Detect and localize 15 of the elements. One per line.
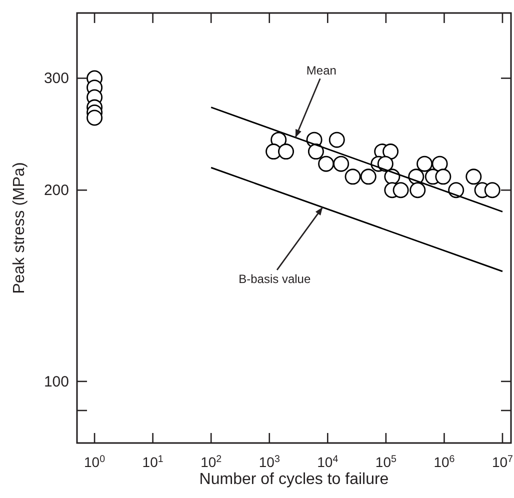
x-tick-label: 10$^{0}$ xyxy=(84,454,106,470)
x-tick-label: 10$^{7}$ xyxy=(492,454,513,470)
x-tick-label: 10$^{4}$ xyxy=(317,454,339,470)
annotation: Mean xyxy=(306,64,336,78)
x-tick-label: 10$^{2}$ xyxy=(200,454,222,470)
annotation: B-basis value xyxy=(238,272,311,286)
x-tick-label: 10$^{3}$ xyxy=(258,454,280,470)
y-tick-label: 100 xyxy=(44,373,69,390)
x-tick-label: 10$^{6}$ xyxy=(434,454,456,470)
y-tick-label: 300 xyxy=(44,70,69,88)
x-tick-label: 10$^{1}$ xyxy=(142,454,164,470)
y-tick-label: 200 xyxy=(44,182,69,200)
y-axis-title: Peak stress (MPa) xyxy=(11,162,28,294)
x-axis-title: Number of cycles to failure xyxy=(199,471,389,488)
x-tick-label: 10$^{5}$ xyxy=(375,454,397,470)
